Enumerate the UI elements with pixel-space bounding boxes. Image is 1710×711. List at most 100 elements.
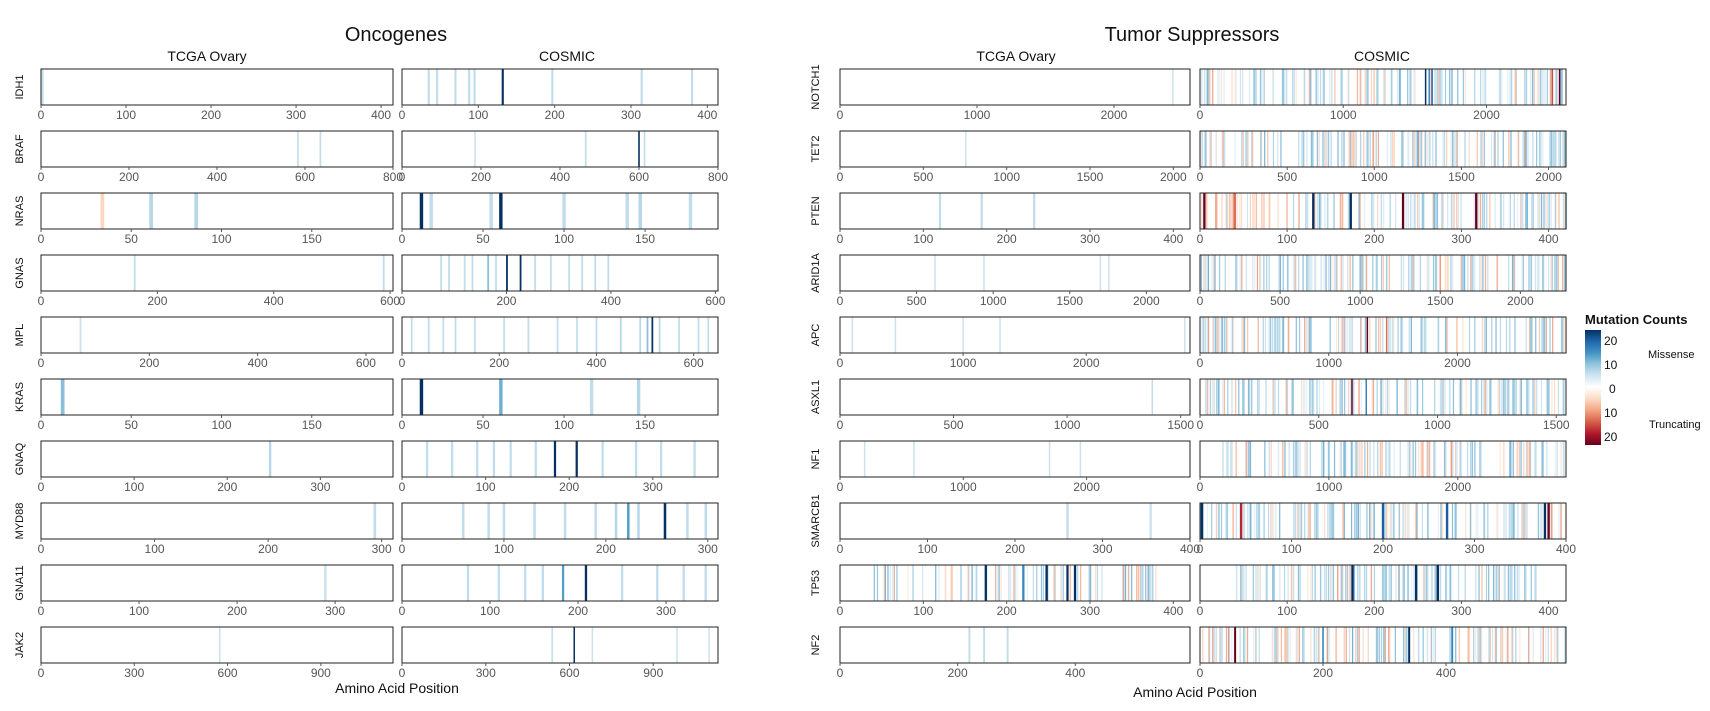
bg-mutation-bar	[1542, 441, 1545, 477]
mutation-bar-missense	[704, 565, 707, 601]
bg-mutation-bar	[1276, 317, 1278, 353]
mutation-bar-missense	[1066, 503, 1069, 539]
bg-mutation-bar	[1451, 565, 1453, 601]
mutation-bar-missense	[419, 193, 424, 229]
bg-mutation-bar	[1541, 441, 1543, 477]
bg-mutation-bar	[1207, 69, 1209, 105]
bg-mutation-bar	[1413, 565, 1415, 601]
legend-truncating-colorbar	[1585, 387, 1601, 445]
panel-border	[40, 378, 394, 416]
panel-background	[840, 131, 1190, 167]
bg-mutation-bar	[1482, 69, 1484, 105]
bg-mutation-bar	[1351, 441, 1354, 477]
bg-mutation-bar	[1479, 193, 1482, 229]
bg-mutation-bar	[1263, 503, 1265, 539]
bg-mutation-bar	[1269, 317, 1272, 353]
bg-mutation-bar	[1266, 255, 1268, 291]
bg-mutation-bar	[1450, 131, 1452, 167]
bg-mutation-bar	[1400, 255, 1402, 291]
bg-mutation-bar	[1550, 255, 1552, 291]
gene-label-idh1: IDH1	[14, 74, 26, 99]
bg-mutation-bar	[983, 565, 986, 601]
bg-mutation-bar	[1234, 255, 1237, 291]
bg-mutation-bar	[1273, 379, 1275, 415]
bg-mutation-bar	[1264, 317, 1266, 353]
x-tick-label: 100	[913, 232, 933, 246]
bg-mutation-bar	[1278, 441, 1280, 477]
mutation-bar-missense	[690, 69, 694, 105]
bg-mutation-bar	[1553, 627, 1556, 663]
bg-mutation-bar	[1505, 379, 1507, 415]
bg-mutation-bar	[1218, 503, 1221, 539]
bg-mutation-bar	[1454, 503, 1456, 539]
mutation-bar-missense	[938, 193, 942, 229]
x-tick-label: 400	[601, 294, 621, 308]
x-tick-label: 50	[125, 232, 139, 246]
bg-mutation-bar	[1414, 193, 1417, 229]
bg-mutation-bar	[1420, 131, 1422, 167]
bg-mutation-bar	[1373, 503, 1375, 539]
bg-mutation-bar	[1248, 441, 1250, 477]
gene-label-gnas: GNAS	[14, 257, 26, 288]
bg-mutation-bar	[1414, 441, 1417, 477]
panel-border	[839, 254, 1191, 292]
bg-mutation-bar	[1489, 379, 1491, 415]
bg-mutation-bar	[1353, 379, 1355, 415]
mutation-bar-missense	[534, 441, 537, 477]
mutation-bar-missense	[562, 193, 566, 229]
bg-mutation-bar	[1234, 131, 1236, 167]
bg-mutation-bar	[1375, 317, 1377, 353]
bg-mutation-bar	[1482, 255, 1484, 291]
bg-mutation-bar	[1305, 255, 1308, 291]
bg-mutation-bar	[1228, 193, 1231, 229]
bg-mutation-bar	[1509, 317, 1511, 353]
bg-mutation-bar	[1470, 503, 1472, 539]
x-tick-label: 300	[124, 666, 144, 680]
bg-mutation-bar	[1347, 565, 1349, 601]
bg-mutation-bar	[1551, 255, 1553, 291]
bg-mutation-bar	[1287, 565, 1289, 601]
bg-mutation-bar	[1207, 379, 1209, 415]
x-tick-label: 0	[38, 666, 45, 680]
bg-mutation-bar	[1434, 627, 1436, 663]
bg-mutation-bar	[1375, 317, 1378, 353]
bg-mutation-bar	[1254, 503, 1256, 539]
mutation-bar-missense	[619, 317, 622, 353]
bg-mutation-bar	[1449, 379, 1451, 415]
bg-mutation-bar	[968, 565, 970, 601]
bg-mutation-bar	[1321, 441, 1323, 477]
bg-mutation-bar	[1042, 565, 1045, 601]
bg-mutation-bar	[1513, 503, 1515, 539]
bg-mutation-bar	[1365, 255, 1367, 291]
bg-mutation-bar	[1379, 193, 1382, 229]
bg-mutation-bar	[1140, 565, 1142, 601]
panel-notch1-tcga: 0 1000 2000	[837, 68, 1191, 122]
mutation-bar-missense	[41, 69, 44, 105]
bg-mutation-bar	[1263, 69, 1265, 105]
bg-mutation-bar	[1510, 441, 1512, 477]
bg-mutation-bar	[1222, 379, 1224, 415]
mutation-bar-missense	[1428, 69, 1430, 105]
bg-mutation-bar	[1148, 565, 1150, 601]
bg-mutation-bar	[1384, 69, 1387, 105]
bg-mutation-bar	[1512, 503, 1514, 539]
bg-mutation-bar	[1000, 565, 1002, 601]
bg-mutation-bar	[1282, 317, 1285, 353]
bg-mutation-bar	[1561, 317, 1564, 353]
bg-mutation-bar	[1227, 627, 1230, 663]
mutation-bar-missense	[410, 317, 413, 353]
mutation-bar-truncating	[1401, 193, 1405, 229]
x-tick-label: 200	[1313, 666, 1333, 680]
panel-kras-cosmic: 0 50 100 150	[399, 378, 719, 432]
bg-mutation-bar	[1542, 627, 1544, 663]
bg-mutation-bar	[1561, 69, 1563, 105]
panel-nf2-tcga: 0 200 400	[837, 626, 1191, 680]
bg-mutation-bar	[1332, 565, 1335, 601]
panel-border	[839, 192, 1191, 230]
bg-mutation-bar	[1524, 69, 1526, 105]
panel-asxl1-tcga: 0 500 1000 1500	[837, 378, 1194, 432]
panel-background	[41, 441, 393, 477]
bg-mutation-bar	[1341, 69, 1343, 105]
x-tick-label: 0	[1197, 542, 1204, 556]
